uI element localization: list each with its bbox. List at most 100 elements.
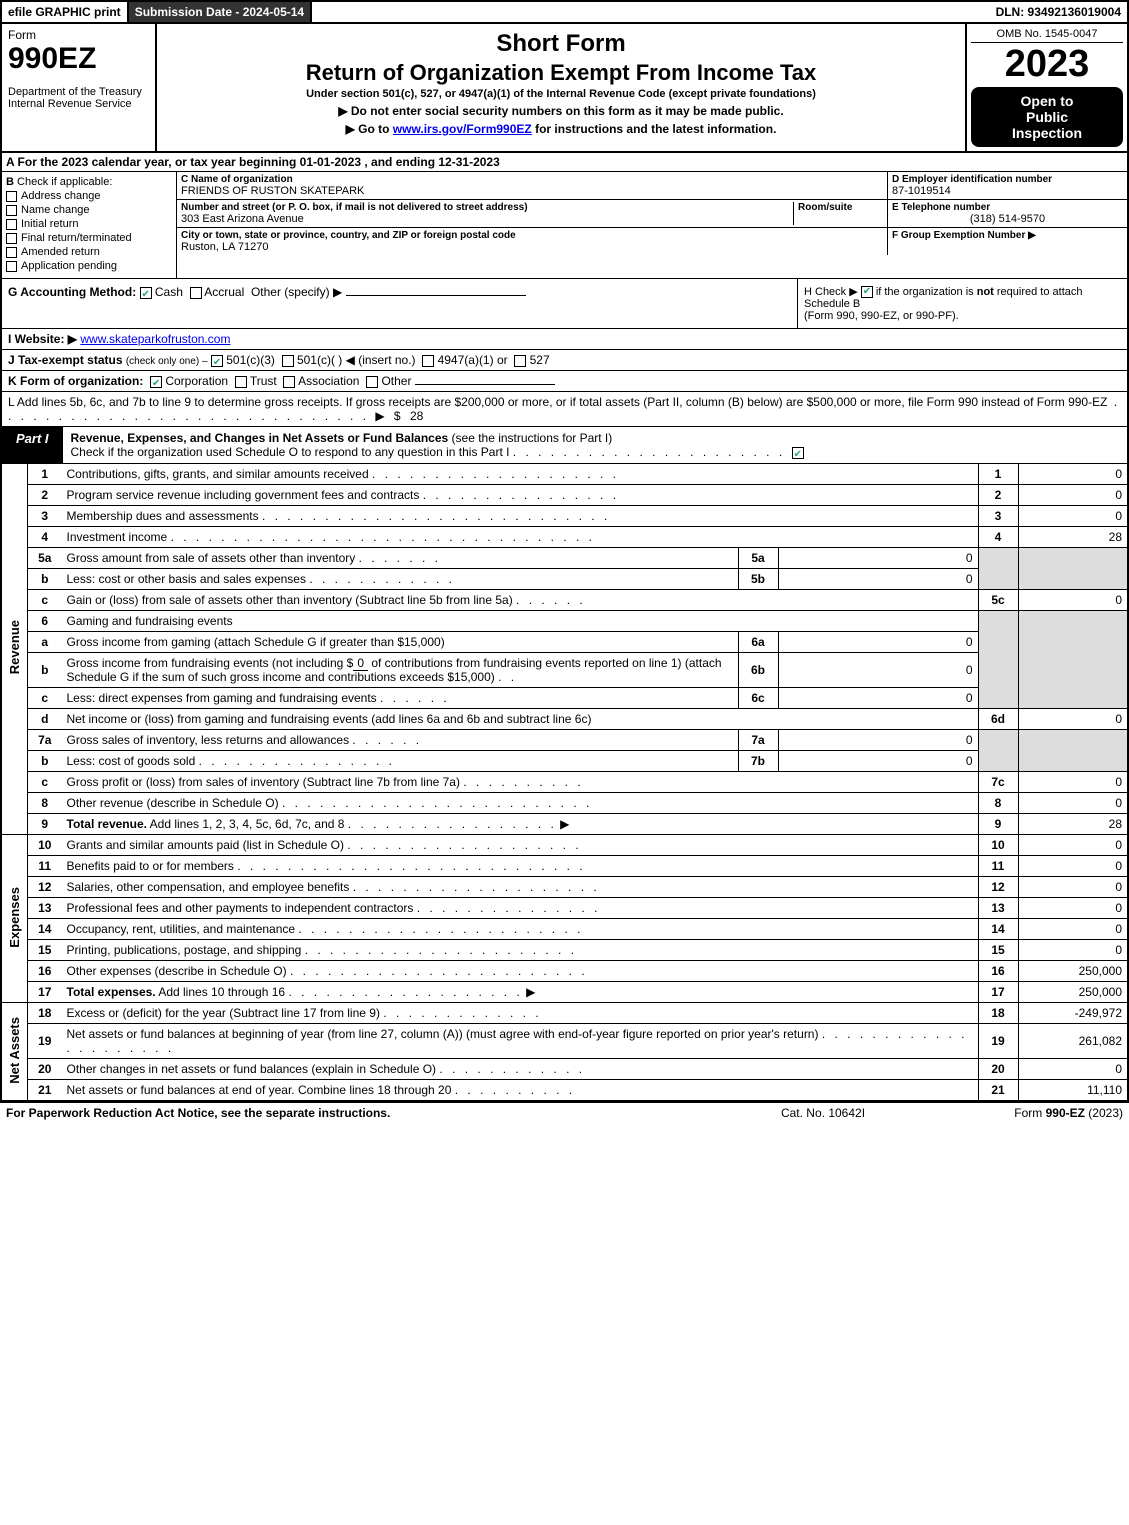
line-11-refnum: 11 — [978, 856, 1018, 877]
line-12-value: 0 — [1018, 877, 1128, 898]
line-7a-subnum: 7a — [738, 730, 778, 751]
line-12-refnum: 12 — [978, 877, 1018, 898]
open-line3: Inspection — [975, 125, 1119, 141]
line-5a-subnum: 5a — [738, 548, 778, 569]
line-12-desc: Salaries, other compensation, and employ… — [62, 877, 979, 898]
name-change-checkbox[interactable] — [6, 205, 17, 216]
line-7b-num: b — [28, 751, 62, 772]
line-5a-num: 5a — [28, 548, 62, 569]
schedule-o-checkbox[interactable] — [792, 447, 804, 459]
submission-date-button[interactable]: Submission Date - 2024-05-14 — [129, 2, 312, 22]
corporation-checkbox[interactable] — [150, 376, 162, 388]
amended-return-checkbox[interactable] — [6, 247, 17, 258]
line-17-value: 250,000 — [1018, 982, 1128, 1003]
shade-7-val — [1018, 730, 1128, 772]
line-7c-value: 0 — [1018, 772, 1128, 793]
i-label: I Website: ▶ — [8, 332, 77, 346]
shade-6 — [978, 611, 1018, 709]
association-checkbox[interactable] — [283, 376, 295, 388]
line-7c-num: c — [28, 772, 62, 793]
line-6a-desc: Gross income from gaming (attach Schedul… — [62, 632, 739, 653]
line-2-value: 0 — [1018, 485, 1128, 506]
line-6b-subnum: 6b — [738, 653, 778, 688]
line-6b-amount: 0 — [353, 656, 368, 671]
line-6a-subval: 0 — [778, 632, 978, 653]
goto-pre: ▶ Go to — [346, 122, 393, 136]
line-7b-subnum: 7b — [738, 751, 778, 772]
other-specify-input[interactable] — [346, 295, 526, 296]
cash-checkbox[interactable] — [140, 287, 152, 299]
final-return-checkbox[interactable] — [6, 233, 17, 244]
line-16-value: 250,000 — [1018, 961, 1128, 982]
accrual-checkbox[interactable] — [190, 287, 202, 299]
return-title: Return of Organization Exempt From Incom… — [161, 60, 961, 86]
line-4-num: 4 — [28, 527, 62, 548]
line-13-desc: Professional fees and other payments to … — [62, 898, 979, 919]
501c3-checkbox[interactable] — [211, 355, 223, 367]
shade-7 — [978, 730, 1018, 772]
trust-checkbox[interactable] — [235, 376, 247, 388]
form-number: 990EZ — [8, 42, 149, 76]
other-org-checkbox[interactable] — [366, 376, 378, 388]
header-right: OMB No. 1545-0047 2023 Open to Public In… — [967, 24, 1127, 151]
line-13-refnum: 13 — [978, 898, 1018, 919]
line-6c-subnum: 6c — [738, 688, 778, 709]
line-6b-subval: 0 — [778, 653, 978, 688]
501c-checkbox[interactable] — [282, 355, 294, 367]
initial-return-label: Initial return — [21, 218, 78, 230]
insert-no-label: ◀ (insert no.) — [346, 353, 416, 367]
line-6b-desc: Gross income from fundraising events (no… — [62, 653, 739, 688]
j-sub: (check only one) ‒ — [126, 356, 208, 367]
accrual-label: Accrual — [204, 285, 244, 299]
line-3-desc: Membership dues and assessments . . . . … — [62, 506, 979, 527]
line-1-num: 1 — [28, 464, 62, 485]
line-5a-subval: 0 — [778, 548, 978, 569]
line-11-desc: Benefits paid to or for members . . . . … — [62, 856, 979, 877]
form-ref: Form 990-EZ (2023) — [923, 1106, 1123, 1120]
irs-label: Internal Revenue Service — [8, 98, 149, 110]
line-19-num: 19 — [28, 1024, 62, 1059]
netassets-rotated-label: Net Assets — [1, 1003, 28, 1102]
part-1-header: Part I Revenue, Expenses, and Changes in… — [0, 427, 1129, 464]
line-20-value: 0 — [1018, 1059, 1128, 1080]
app-pending-checkbox[interactable] — [6, 261, 17, 272]
address-change-checkbox[interactable] — [6, 191, 17, 202]
527-checkbox[interactable] — [514, 355, 526, 367]
line-5c-desc: Gain or (loss) from sale of assets other… — [62, 590, 979, 611]
line-5b-desc: Less: cost or other basis and sales expe… — [62, 569, 739, 590]
goto-line: ▶ Go to www.irs.gov/Form990EZ for instru… — [161, 122, 961, 136]
top-bar: efile GRAPHIC print Submission Date - 20… — [0, 0, 1129, 24]
irs-link[interactable]: www.irs.gov/Form990EZ — [393, 122, 532, 136]
section-cdef: C Name of organization FRIENDS OF RUSTON… — [177, 172, 1127, 278]
line-9-refnum: 9 — [978, 814, 1018, 835]
line-9-value: 28 — [1018, 814, 1128, 835]
other-org-input[interactable] — [415, 384, 555, 385]
revenue-rotated-label: Revenue — [1, 464, 28, 835]
section-l: L Add lines 5b, 6c, and 7b to line 9 to … — [0, 392, 1129, 427]
line-7b-desc: Less: cost of goods sold . . . . . . . .… — [62, 751, 739, 772]
part-1-table: Revenue 1 Contributions, gifts, grants, … — [0, 464, 1129, 1102]
h-not: not — [977, 286, 994, 298]
street-address: 303 East Arizona Avenue — [181, 213, 793, 225]
header-left: Form 990EZ Department of the Treasury In… — [2, 24, 157, 151]
4947a1-checkbox[interactable] — [422, 355, 434, 367]
website-link[interactable]: www.skateparkofruston.com — [80, 332, 230, 346]
schedule-b-checkbox[interactable] — [861, 286, 873, 298]
line-6c-subval: 0 — [778, 688, 978, 709]
4947a1-label: 4947(a)(1) or — [438, 353, 508, 367]
line-7a-desc: Gross sales of inventory, less returns a… — [62, 730, 739, 751]
open-line1: Open to — [975, 93, 1119, 109]
corporation-label: Corporation — [165, 374, 228, 388]
part-1-title-bold: Revenue, Expenses, and Changes in Net As… — [71, 431, 449, 445]
line-11-num: 11 — [28, 856, 62, 877]
part-1-tab: Part I — [2, 427, 63, 463]
line-10-refnum: 10 — [978, 835, 1018, 856]
line-6-num: 6 — [28, 611, 62, 632]
initial-return-checkbox[interactable] — [6, 219, 17, 230]
h-text1: H Check ▶ — [804, 286, 861, 298]
efile-print-button[interactable]: efile GRAPHIC print — [2, 2, 129, 22]
line-5c-value: 0 — [1018, 590, 1128, 611]
line-10-value: 0 — [1018, 835, 1128, 856]
line-5b-subval: 0 — [778, 569, 978, 590]
line-8-num: 8 — [28, 793, 62, 814]
